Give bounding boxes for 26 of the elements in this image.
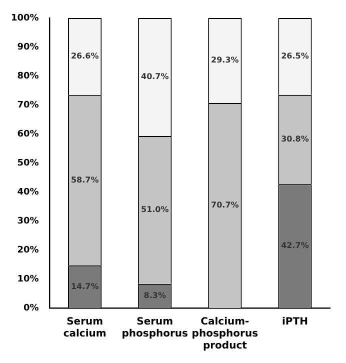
y-tick-label: 10% — [17, 274, 39, 284]
data-label: 42.7% — [281, 241, 309, 250]
y-tick-label: 20% — [17, 245, 39, 256]
data-label: 26.5% — [281, 52, 309, 61]
y-tick-label: 70% — [17, 100, 39, 110]
data-label: 8.3% — [144, 291, 166, 300]
y-tick-label: 60% — [17, 129, 39, 140]
y-tick-label: 0% — [24, 303, 39, 314]
x-tick-label: Calcium-phosphorus product — [192, 316, 258, 352]
x-tick-label: iPTH — [282, 316, 308, 328]
x-tick-label: Serum calcium — [63, 316, 106, 340]
data-label: 29.3% — [211, 56, 239, 65]
data-label: 58.7% — [70, 175, 99, 184]
y-tick-label: 40% — [17, 187, 39, 198]
data-label: 14.7% — [70, 282, 99, 291]
y-tick-label: 90% — [17, 42, 39, 52]
data-label: 40.7% — [140, 72, 169, 82]
y-tick-label: 80% — [17, 71, 39, 82]
y-tick-label: 100% — [10, 13, 39, 24]
data-label: 70.7% — [211, 200, 239, 210]
y-tick-label: 30% — [17, 216, 39, 226]
y-tick-label: 50% — [17, 158, 39, 168]
data-label: 26.6% — [70, 52, 99, 61]
x-tick-label: Serum phosphorus — [122, 316, 188, 340]
data-label: 30.8% — [281, 134, 309, 144]
data-label: 51.0% — [140, 205, 169, 214]
